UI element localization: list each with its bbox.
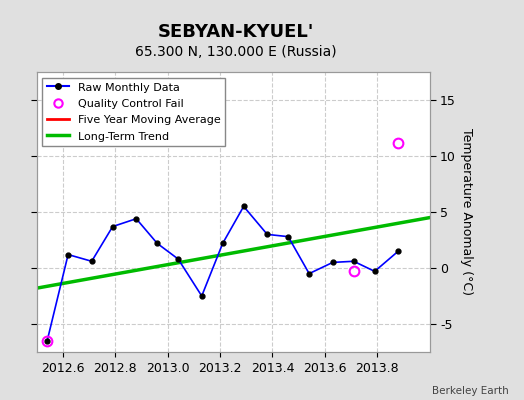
Text: Berkeley Earth: Berkeley Earth [432,386,508,396]
Y-axis label: Temperature Anomaly (°C): Temperature Anomaly (°C) [460,128,473,296]
Text: 65.300 N, 130.000 E (Russia): 65.300 N, 130.000 E (Russia) [135,45,336,59]
Legend: Raw Monthly Data, Quality Control Fail, Five Year Moving Average, Long-Term Tren: Raw Monthly Data, Quality Control Fail, … [42,78,225,146]
Text: SEBYAN-KYUEL': SEBYAN-KYUEL' [158,23,314,41]
